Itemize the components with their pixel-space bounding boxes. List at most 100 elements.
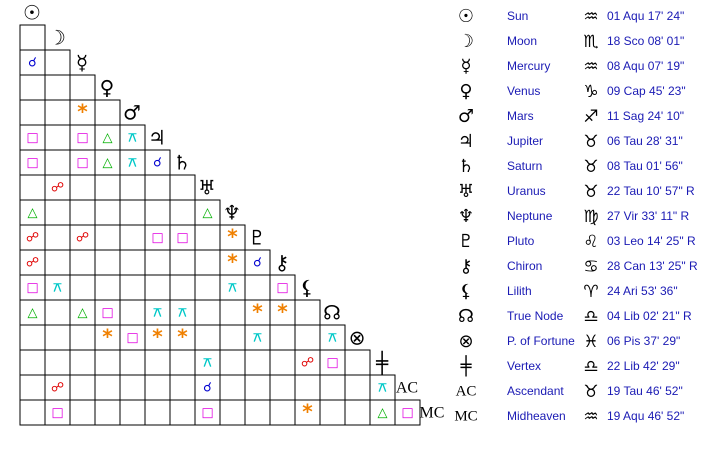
grid-cell — [169, 399, 196, 426]
sign-glyph: ♉ — [583, 157, 598, 177]
body-glyph: ⊗ — [458, 331, 473, 352]
aspect-glyph: ⚻ — [228, 281, 237, 296]
aspect-glyph: * — [252, 300, 263, 324]
grid-cell — [369, 399, 396, 426]
body-name: Venus — [507, 84, 540, 98]
grid-cell — [244, 249, 271, 276]
grid-body-glyph: ☉ — [23, 1, 41, 25]
grid-cell — [369, 374, 396, 401]
sign-glyph: ♉ — [583, 182, 598, 202]
grid-cell — [44, 174, 71, 201]
grid-cell — [119, 199, 146, 226]
position: 19 Aqu 46' 52" — [607, 409, 684, 423]
body-name: Mars — [507, 109, 534, 123]
grid-cell — [19, 174, 46, 201]
grid-cell — [294, 324, 321, 351]
grid-cell — [44, 199, 71, 226]
aspect-glyph: ⚻ — [253, 331, 262, 346]
grid-cell — [19, 374, 46, 401]
position: 03 Leo 14' 25" R — [607, 234, 696, 248]
body-name: Jupiter — [507, 134, 543, 148]
sign-glyph: ♉ — [583, 132, 598, 152]
grid-cell — [94, 249, 121, 276]
grid-cell — [69, 149, 96, 176]
grid-cell — [19, 274, 46, 301]
body-glyph: ☿ — [460, 56, 471, 77]
sign-glyph: ♍ — [583, 207, 598, 227]
grid-cell — [44, 399, 71, 426]
aspect-glyph: ⚻ — [378, 381, 387, 396]
aspect-glyph: ☍ — [301, 356, 314, 371]
position: 19 Tau 46' 52" — [607, 384, 683, 398]
grid-cell — [294, 299, 321, 326]
aspect-glyph: □ — [126, 331, 138, 346]
body-glyph: ♂ — [458, 106, 474, 127]
aspect-glyph: ☍ — [76, 231, 89, 246]
aspect-glyph: ☍ — [26, 256, 39, 271]
grid-cell — [294, 399, 321, 426]
aspect-glyph: ⚻ — [128, 131, 137, 146]
aspect-glyph: * — [302, 400, 313, 424]
grid-cell — [194, 224, 221, 251]
grid-cell — [244, 399, 271, 426]
grid-cell — [94, 99, 121, 126]
grid-cell — [269, 399, 296, 426]
aspect-glyph: ☍ — [26, 231, 39, 246]
body-glyph: ♇ — [458, 231, 474, 252]
aspect-glyph: ☌ — [253, 256, 262, 271]
grid-cell — [69, 374, 96, 401]
grid-cell — [144, 149, 171, 176]
aspect-glyph: * — [227, 225, 238, 249]
grid-cell — [169, 374, 196, 401]
grid-cell — [44, 324, 71, 351]
grid-cell — [169, 249, 196, 276]
position: 08 Tau 01' 56" — [607, 159, 683, 173]
aspect-glyph: △ — [28, 306, 38, 321]
grid-cell — [144, 249, 171, 276]
aspect-glyph: □ — [76, 131, 88, 146]
aspect-glyph: * — [77, 100, 88, 124]
aspect-glyph: □ — [201, 406, 213, 421]
body-glyph: ⚷ — [459, 256, 472, 277]
aspect-glyph: △ — [103, 131, 113, 146]
grid-cell — [144, 274, 171, 301]
grid-body-glyph: ♇ — [248, 226, 266, 250]
grid-body-glyph: ☿ — [76, 51, 88, 75]
grid-cell — [44, 99, 71, 126]
grid-body-glyph: AC — [396, 380, 418, 397]
grid-cell — [194, 249, 221, 276]
aspect-glyph: □ — [76, 156, 88, 171]
body-name: P. of Fortune — [507, 334, 575, 348]
grid-cell — [119, 399, 146, 426]
grid-cell — [219, 224, 246, 251]
grid-cell — [44, 349, 71, 376]
grid-cell — [144, 174, 171, 201]
body-glyph: MC — [454, 408, 477, 424]
grid-cell — [344, 349, 371, 376]
aspect-glyph: ☍ — [51, 381, 64, 396]
grid-cell — [169, 299, 196, 326]
grid-cell — [19, 399, 46, 426]
body-glyph: ♀ — [459, 81, 472, 102]
body-glyph: ☉ — [458, 6, 474, 27]
grid-cell — [44, 124, 71, 151]
grid-cell — [19, 349, 46, 376]
aspect-glyph: * — [277, 300, 288, 324]
body-name: Midheaven — [507, 409, 566, 423]
sign-glyph: ♈ — [583, 282, 598, 302]
grid-cell — [119, 274, 146, 301]
grid-cell — [44, 249, 71, 276]
body-name: Moon — [507, 34, 537, 48]
grid-body-glyph: ╪ — [375, 351, 389, 375]
grid-cell — [244, 349, 271, 376]
aspect-glyph: □ — [276, 281, 288, 296]
aspect-glyph: △ — [378, 406, 388, 421]
grid-cell — [144, 374, 171, 401]
grid-cell — [144, 324, 171, 351]
grid-cell — [69, 199, 96, 226]
sign-glyph: ♋ — [583, 257, 598, 277]
body-name: Lilith — [507, 284, 532, 298]
grid-cell — [144, 199, 171, 226]
sign-glyph: ♒ — [583, 7, 598, 27]
